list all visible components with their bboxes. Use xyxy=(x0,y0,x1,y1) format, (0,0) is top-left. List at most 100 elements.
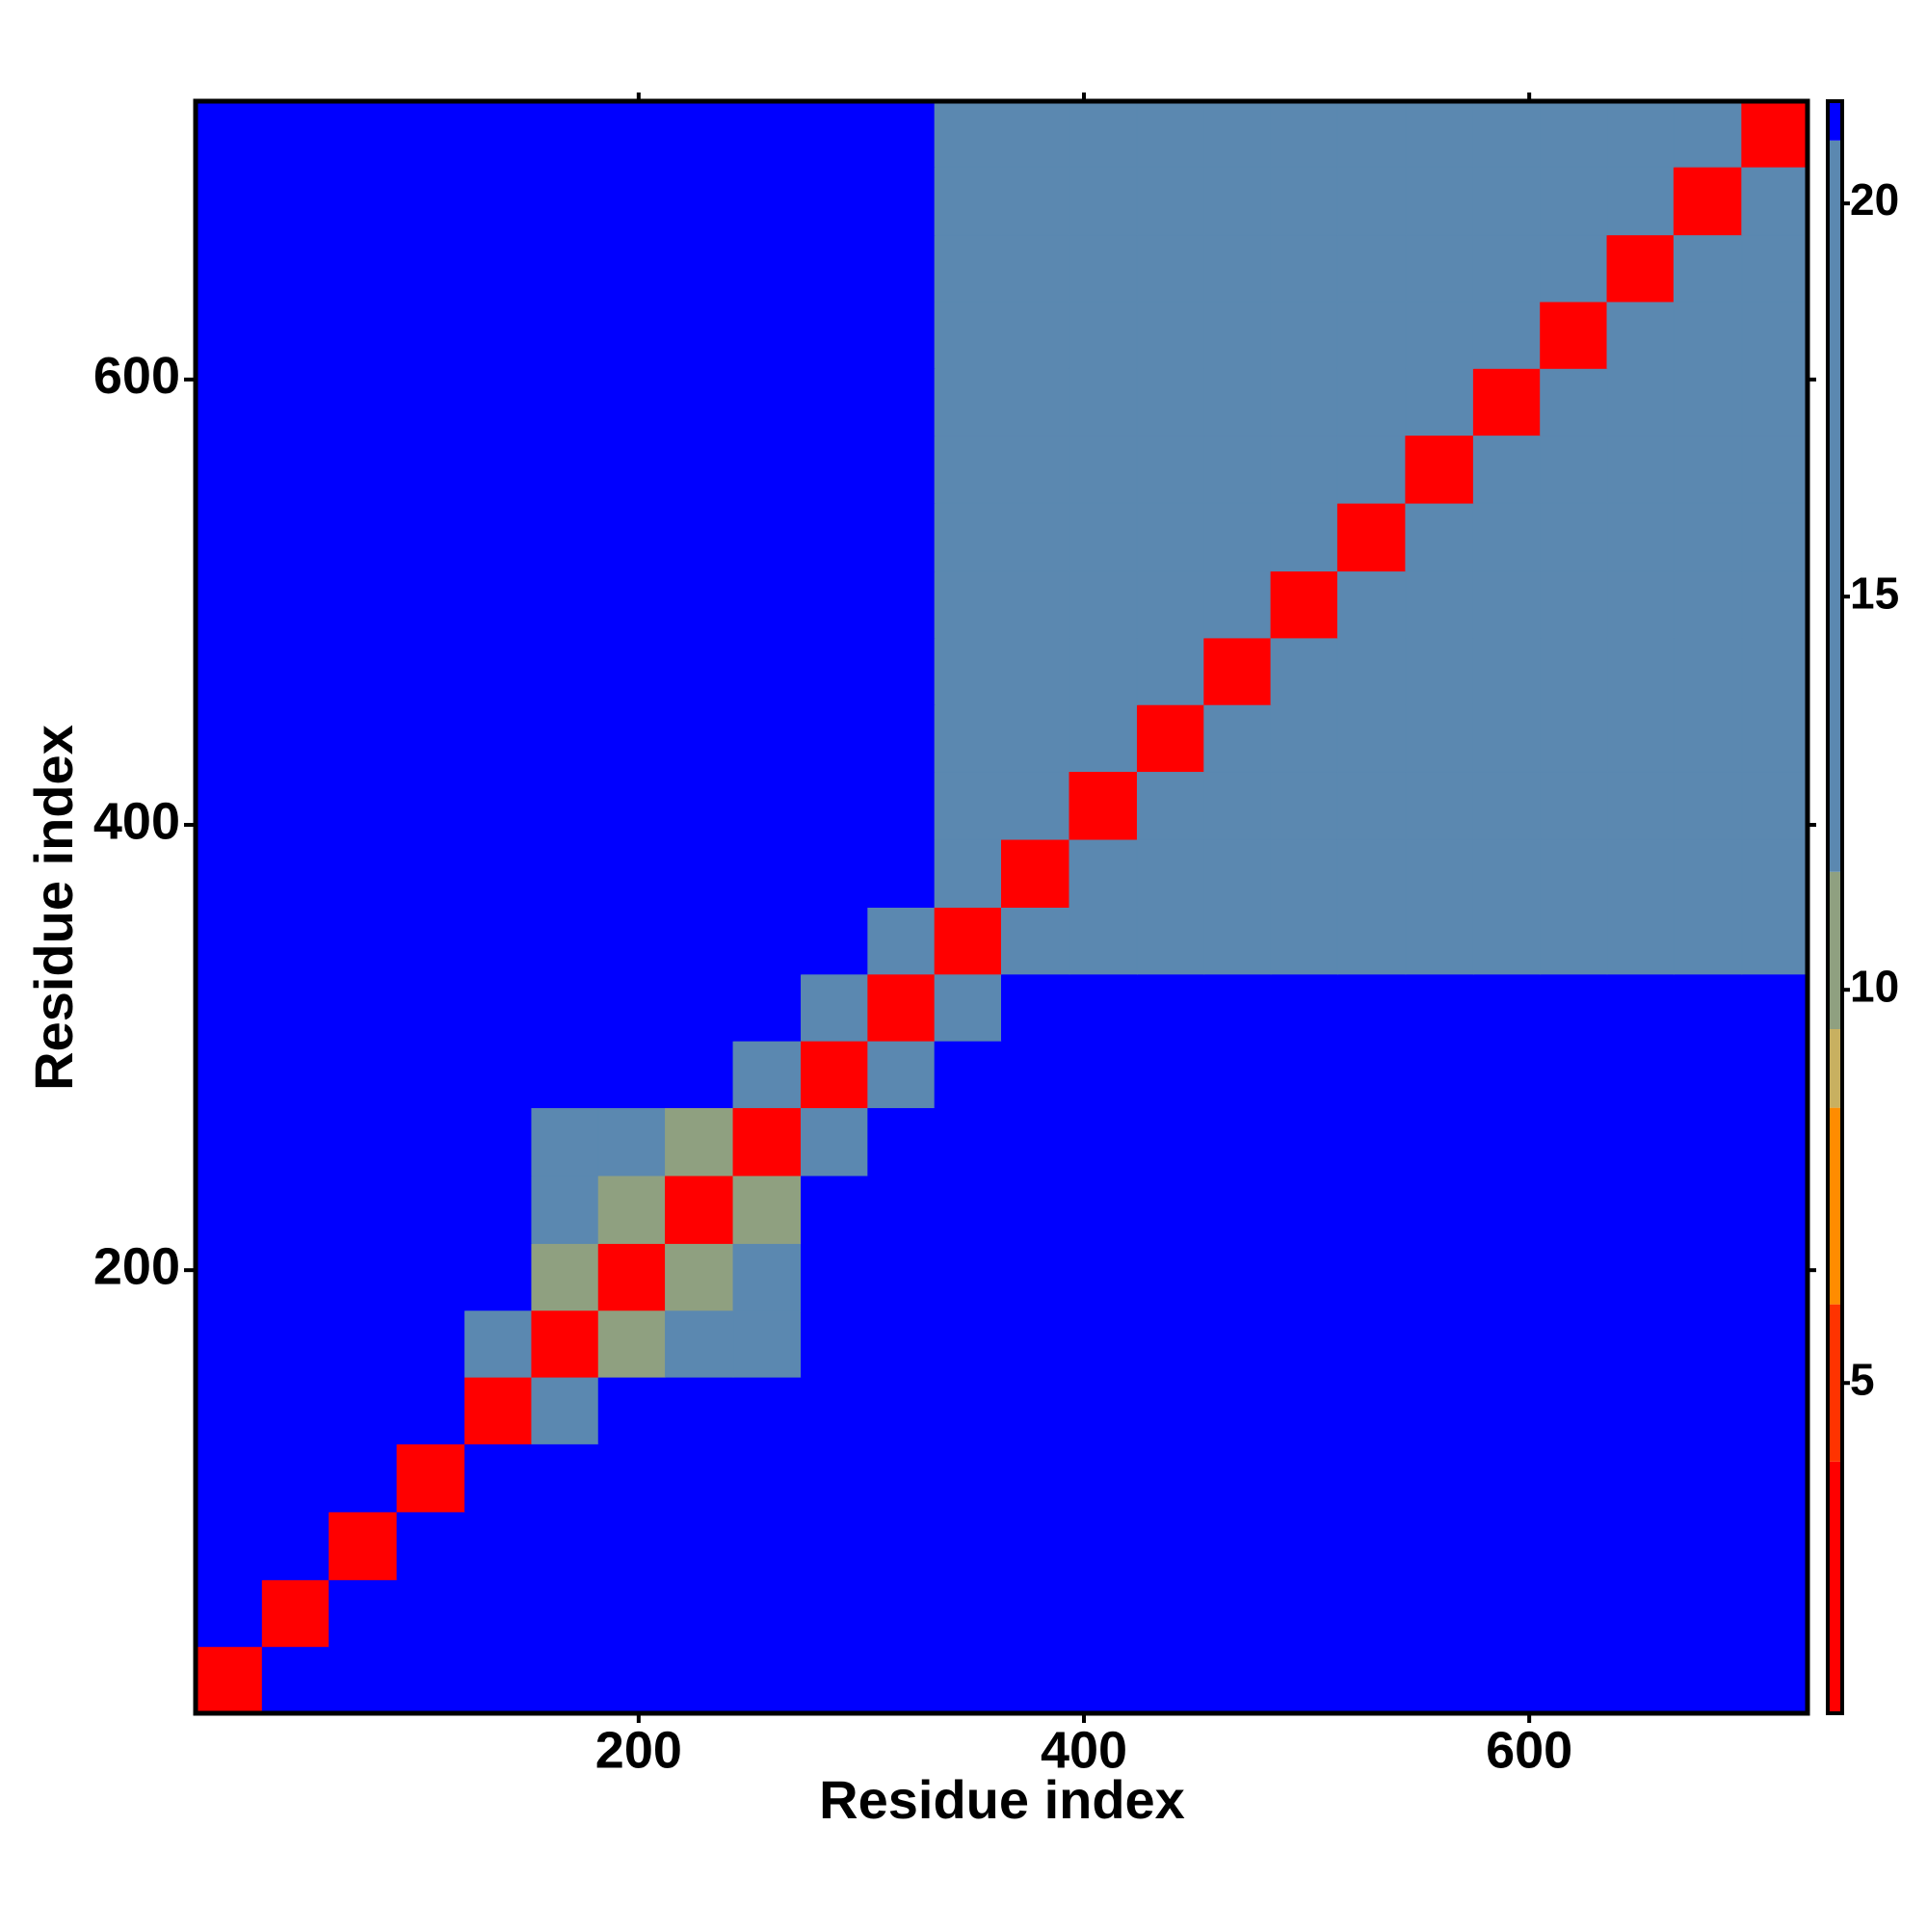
heatmap-cell xyxy=(597,1511,667,1580)
heatmap xyxy=(196,101,1808,1713)
heatmap-cell xyxy=(1405,435,1474,504)
heatmap-cell xyxy=(732,1376,803,1444)
heatmap-cell xyxy=(464,367,533,437)
heatmap-cell xyxy=(1472,166,1542,236)
heatmap-cell xyxy=(1069,1106,1138,1177)
heatmap-cell xyxy=(196,234,263,303)
heatmap-cell xyxy=(934,907,1003,975)
heatmap-cell xyxy=(1270,435,1338,504)
heatmap-cell xyxy=(934,703,1003,773)
heatmap-cell xyxy=(732,1511,803,1580)
heatmap-cell xyxy=(531,1578,599,1648)
heatmap-cell xyxy=(1741,1511,1808,1580)
heatmap-cell xyxy=(1069,166,1138,236)
heatmap-cell xyxy=(1673,771,1743,840)
heatmap-cell xyxy=(1606,301,1675,369)
heatmap-cell xyxy=(1136,1175,1205,1244)
heatmap-cell xyxy=(1673,1175,1743,1244)
heatmap-cell xyxy=(597,1442,667,1513)
heatmap-cell xyxy=(1136,771,1205,840)
heatmap-cell xyxy=(261,838,330,909)
heatmap-cell xyxy=(531,101,599,168)
heatmap-cell xyxy=(396,502,466,572)
heatmap-cell xyxy=(732,1646,803,1713)
heatmap-cell xyxy=(464,973,533,1042)
heatmap-cell xyxy=(1069,101,1138,168)
heatmap-cell xyxy=(1069,1511,1138,1580)
heatmap-cell xyxy=(196,637,263,705)
heatmap-cell xyxy=(732,101,803,168)
heatmap-cell xyxy=(665,1310,734,1378)
heatmap-cell xyxy=(1136,1511,1205,1580)
heatmap-cell xyxy=(1203,703,1272,773)
heatmap-cell xyxy=(1606,1242,1675,1311)
heatmap-cell xyxy=(1270,367,1338,437)
heatmap-cell xyxy=(396,771,466,840)
heatmap-cell xyxy=(1606,435,1675,504)
heatmap-cell xyxy=(1203,1310,1272,1378)
heatmap-cell xyxy=(801,101,869,168)
heatmap-cell xyxy=(597,1175,667,1244)
heatmap-cell xyxy=(1336,1106,1407,1177)
heatmap-cell xyxy=(1069,838,1138,909)
heatmap-cell xyxy=(329,101,398,168)
heatmap-cell xyxy=(1336,1242,1407,1311)
heatmap-cell xyxy=(665,1646,734,1713)
heatmap-cell xyxy=(464,1646,533,1713)
heatmap-cell xyxy=(1336,637,1407,705)
heatmap-cell xyxy=(1136,234,1205,303)
heatmap-cell xyxy=(261,1511,330,1580)
heatmap-cell xyxy=(1069,435,1138,504)
heatmap-cell xyxy=(531,637,599,705)
heatmap-cell xyxy=(196,301,263,369)
heatmap-cell xyxy=(732,234,803,303)
heatmap-cell xyxy=(1405,637,1474,705)
x-axis-title: Residue index xyxy=(819,1769,1185,1830)
heatmap-cell xyxy=(531,367,599,437)
heatmap-cell xyxy=(732,703,803,773)
heatmap-cell xyxy=(1001,703,1070,773)
heatmap-cell xyxy=(867,1175,936,1244)
heatmap-cell xyxy=(1606,703,1675,773)
heatmap-cell xyxy=(801,1646,869,1713)
heatmap-cell xyxy=(1673,973,1743,1042)
heatmap-cell xyxy=(531,166,599,236)
heatmap-cell xyxy=(1673,166,1743,236)
heatmap-cell xyxy=(1270,973,1338,1042)
heatmap-cell xyxy=(261,101,330,168)
heatmap-cell xyxy=(597,973,667,1042)
heatmap-cell xyxy=(1405,1511,1474,1580)
heatmap-cell xyxy=(531,502,599,572)
heatmap-cell xyxy=(396,1175,466,1244)
heatmap-cell xyxy=(261,1376,330,1444)
heatmap-cell xyxy=(934,973,1003,1042)
heatmap-cell xyxy=(196,771,263,840)
heatmap-cell xyxy=(665,301,734,369)
heatmap-cell xyxy=(1203,367,1272,437)
heatmap-cell xyxy=(531,1646,599,1713)
heatmap-cell xyxy=(934,1646,1003,1713)
heatmap-cell xyxy=(261,973,330,1042)
heatmap-cell xyxy=(597,703,667,773)
heatmap-cell xyxy=(396,1511,466,1580)
heatmap-cell xyxy=(1001,1106,1070,1177)
heatmap-cell xyxy=(464,234,533,303)
heatmap-cell xyxy=(464,570,533,639)
heatmap-cell xyxy=(1472,703,1542,773)
heatmap-cell xyxy=(464,771,533,840)
heatmap-cell xyxy=(665,771,734,840)
heatmap-cell xyxy=(1472,367,1542,437)
heatmap-cell xyxy=(1673,1106,1743,1177)
heatmap-cell xyxy=(1540,1310,1608,1378)
heatmap-cell xyxy=(801,907,869,975)
heatmap-cell xyxy=(1336,1646,1407,1713)
heatmap-cell xyxy=(867,703,936,773)
heatmap-cell xyxy=(1203,435,1272,504)
heatmap-cell xyxy=(1673,570,1743,639)
heatmap-cell xyxy=(1472,1578,1542,1648)
heatmap-cell xyxy=(1606,1106,1675,1177)
heatmap-cell xyxy=(1606,771,1675,840)
heatmap-cell xyxy=(1069,703,1138,773)
colorbar-band xyxy=(1828,1107,1842,1305)
colorbar-tick-label: 20 xyxy=(1850,174,1899,225)
